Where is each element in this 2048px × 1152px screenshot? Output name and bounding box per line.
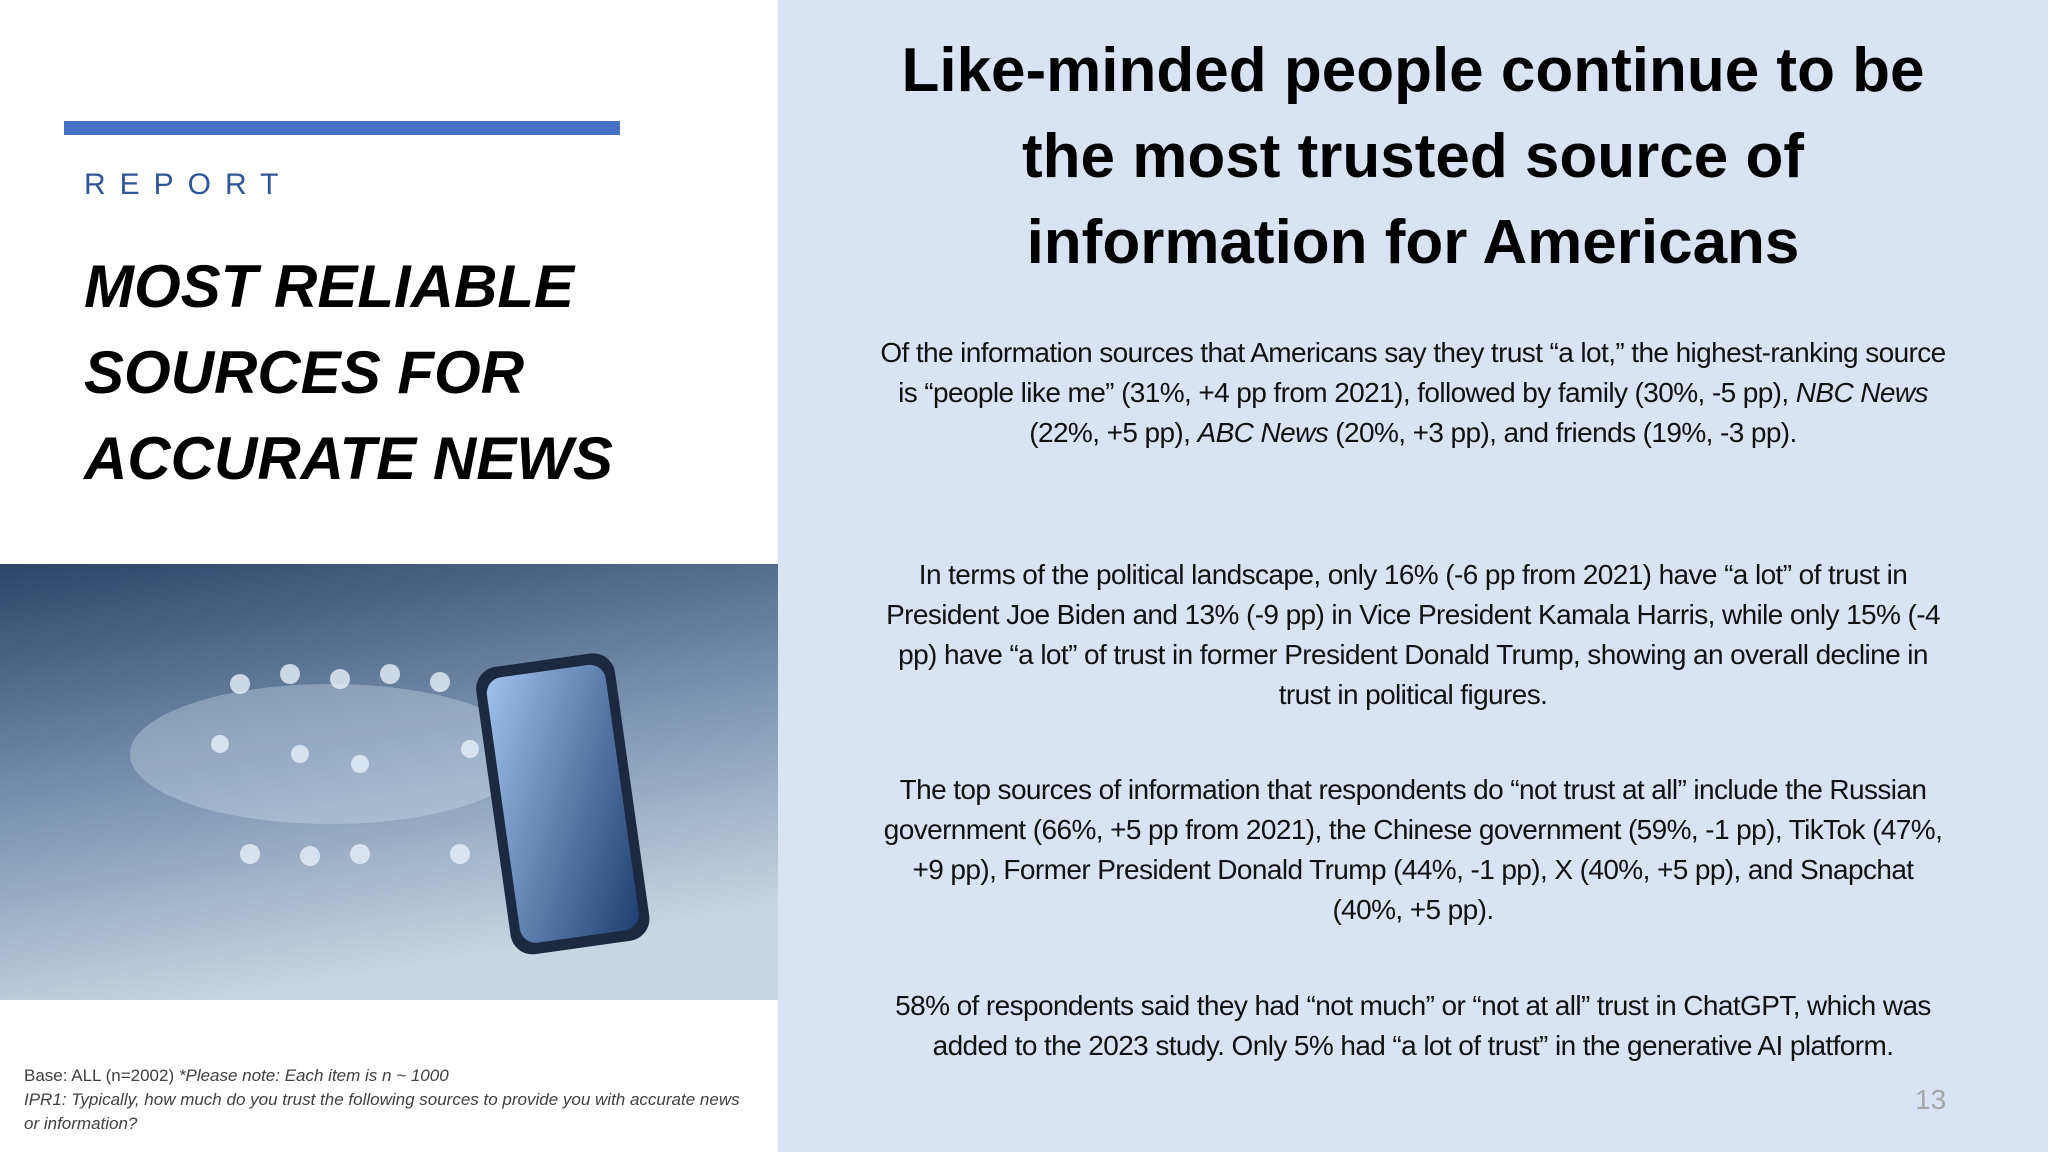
text-run: (22%, +5 pp),	[1029, 417, 1198, 448]
section-label: REPORT	[84, 168, 293, 201]
paragraph: In terms of the political landscape, onl…	[886, 559, 1940, 710]
footnote-note: *Please note: Each item is n ~ 1000	[178, 1066, 449, 1085]
text-run: ABC News	[1197, 417, 1329, 448]
text-run: (20%, +3 pp), and friends (19%, -3 pp).	[1328, 417, 1797, 448]
paragraph: 58% of respondents said they had “not mu…	[895, 990, 1931, 1061]
right-panel	[778, 0, 2048, 1152]
photo	[0, 564, 778, 1000]
heading-line: the most trusted source of	[1022, 122, 1804, 191]
paragraph: The top sources of information that resp…	[883, 774, 1943, 925]
text-run: NBC News	[1795, 377, 1929, 408]
heading-line: Like-minded people continue to be	[901, 36, 1925, 105]
footnote: Base: ALL (n=2002) *Please note: Each it…	[24, 1064, 744, 1136]
footnote-base: Base: ALL (n=2002)	[24, 1066, 175, 1085]
paragraph: Of the information sources that American…	[878, 333, 1948, 453]
heading-line: information for Americans	[1026, 208, 1800, 277]
accent-bar	[64, 121, 620, 135]
text-run: Of the information sources that American…	[880, 337, 1946, 408]
footnote-question: IPR1: Typically, how much do you trust t…	[24, 1090, 740, 1133]
title-line: SOURCES FOR	[84, 339, 525, 406]
title-line: MOST RELIABLE	[84, 253, 574, 320]
slide-title: MOST RELIABLE SOURCES FOR ACCURATE NEWS	[84, 244, 613, 502]
page-number: 13	[1915, 1084, 1947, 1115]
heading: Like-minded people continue to be the mo…	[858, 28, 1968, 286]
title-line: ACCURATE NEWS	[84, 425, 613, 492]
phone	[476, 653, 650, 955]
